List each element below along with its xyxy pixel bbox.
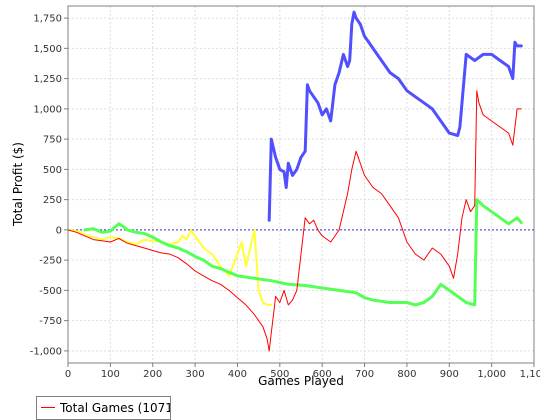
y-tick-label: -750 xyxy=(39,316,62,327)
y-tick-label: 1,750 xyxy=(33,14,62,25)
grid xyxy=(67,6,535,363)
legend-label: Total Games (1071 xyxy=(60,401,171,415)
x-tick-label: 400 xyxy=(228,369,247,380)
x-tick-label: 0 xyxy=(65,369,71,380)
y-tick-label: -250 xyxy=(39,256,62,267)
x-tick-label: 1,000 xyxy=(477,369,506,380)
plot-area xyxy=(68,6,534,363)
x-tick-label: 900 xyxy=(440,369,459,380)
series-line-3 xyxy=(83,198,523,307)
x-axis-ticks: 0 100 200 300 400 500 600 700 800 900 1,000 1,100 xyxy=(65,363,540,380)
y-tick-label: 1,500 xyxy=(33,44,62,55)
series-line-2 xyxy=(67,228,273,306)
y-axis-ticks: -1,000 -750 -500 -250 0 250 500 750 1,000 1,250 1,… xyxy=(30,14,68,357)
y-tick-label: 250 xyxy=(43,195,62,206)
legend-swatch-red xyxy=(41,407,55,408)
x-tick-label: 800 xyxy=(397,369,416,380)
legend: Total Games (1071 xyxy=(36,396,171,420)
y-tick-label: -1,000 xyxy=(30,346,62,357)
y-tick-label: 750 xyxy=(43,135,62,146)
y-tick-label: 500 xyxy=(43,165,62,176)
x-tick-label: 600 xyxy=(313,369,332,380)
x-tick-label: 500 xyxy=(270,369,289,380)
x-tick-label: 700 xyxy=(355,369,374,380)
x-tick-label: 100 xyxy=(101,369,120,380)
y-tick-label: 1,000 xyxy=(33,104,62,115)
plot-border xyxy=(67,5,535,364)
y-tick-label: -500 xyxy=(39,286,62,297)
x-axis-title: Games Played xyxy=(258,374,344,388)
y-tick-label: 1,250 xyxy=(33,74,62,85)
x-tick-label: 300 xyxy=(186,369,205,380)
series-lines xyxy=(67,10,523,352)
x-tick-label: 1,100 xyxy=(520,369,540,380)
series-line-0 xyxy=(67,90,522,352)
y-axis-title: Total Profit ($) xyxy=(11,142,25,227)
x-tick-label: 200 xyxy=(143,369,162,380)
y-tick-label: 0 xyxy=(56,225,62,236)
series-line-1 xyxy=(267,10,523,222)
